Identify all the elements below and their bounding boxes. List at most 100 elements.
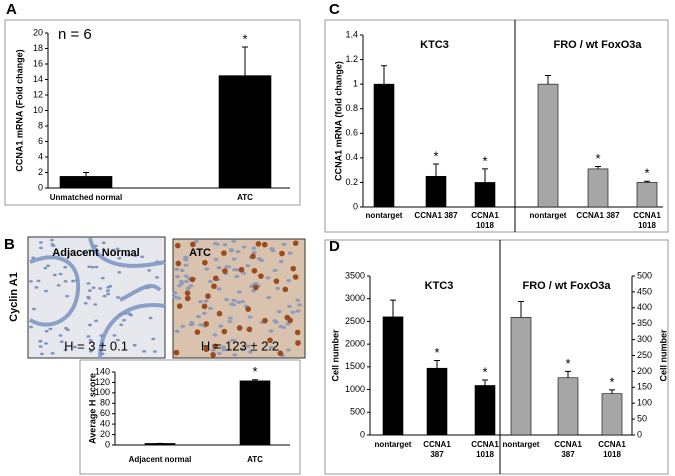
nucleus bbox=[90, 265, 95, 269]
nucleus bbox=[88, 339, 93, 342]
nucleus bbox=[65, 294, 70, 298]
nucleus bbox=[63, 265, 68, 269]
nucleus bbox=[31, 307, 36, 311]
nucleus bbox=[145, 286, 150, 290]
nucleus bbox=[220, 345, 226, 349]
histology-image bbox=[27, 236, 166, 359]
nucleus bbox=[39, 246, 44, 250]
nucleus bbox=[226, 265, 232, 269]
nucleus bbox=[86, 295, 91, 299]
bar bbox=[382, 316, 404, 436]
error-bar bbox=[381, 65, 387, 85]
y-tick-label: 18 bbox=[33, 43, 43, 53]
x-tick-label: CCNA1 1018 bbox=[471, 440, 499, 459]
series-title: KTC3 bbox=[420, 39, 449, 51]
nucleus bbox=[295, 309, 301, 313]
stained-nucleus bbox=[221, 328, 228, 335]
nucleus bbox=[270, 249, 276, 253]
y-tick-label: 4 bbox=[38, 151, 43, 161]
nucleus bbox=[127, 312, 132, 315]
nucleus bbox=[94, 319, 99, 323]
nucleus bbox=[216, 351, 222, 355]
stained-nucleus bbox=[184, 290, 191, 296]
nucleus bbox=[63, 326, 68, 330]
nucleus bbox=[44, 289, 49, 293]
nucleus bbox=[286, 279, 292, 283]
nucleus bbox=[287, 251, 293, 255]
stained-nucleus bbox=[277, 350, 284, 357]
nucleus bbox=[87, 289, 92, 292]
nucleus bbox=[28, 280, 33, 283]
nucleus bbox=[147, 269, 152, 272]
nucleus bbox=[227, 316, 233, 320]
nucleus bbox=[151, 337, 156, 341]
nucleus bbox=[221, 348, 227, 352]
nucleus bbox=[285, 322, 291, 326]
nucleus bbox=[207, 279, 213, 284]
nucleus bbox=[180, 324, 186, 328]
bar bbox=[426, 367, 448, 436]
histology-image bbox=[172, 238, 306, 359]
stained-nucleus bbox=[190, 241, 196, 248]
x-tick-label: CCNA1 387 bbox=[554, 440, 582, 459]
x-tick-label: nontarget bbox=[374, 440, 412, 449]
nucleus bbox=[177, 284, 183, 288]
nucleus bbox=[240, 347, 246, 352]
y-tick-label: 1 bbox=[353, 79, 358, 89]
nucleus bbox=[174, 267, 180, 271]
nucleus bbox=[132, 343, 137, 347]
nucleus bbox=[185, 286, 191, 291]
nucleus bbox=[259, 258, 265, 262]
nucleus bbox=[253, 282, 259, 286]
error-bar bbox=[482, 379, 488, 386]
stained-nucleus bbox=[262, 317, 268, 324]
error-bar bbox=[252, 379, 258, 381]
nucleus bbox=[179, 279, 185, 284]
x-tick-label: CCNA1 387 bbox=[414, 211, 458, 220]
nucleus bbox=[101, 241, 106, 245]
stained-nucleus bbox=[258, 273, 264, 279]
stained-nucleus bbox=[284, 314, 291, 321]
y-tick-label: 16 bbox=[33, 58, 43, 68]
nucleus bbox=[201, 311, 207, 315]
bar bbox=[474, 182, 496, 208]
nucleus bbox=[36, 279, 41, 283]
x-tick-label: CCNA1 1018 bbox=[471, 211, 499, 230]
y-tick-label: 0.2 bbox=[345, 177, 358, 187]
y-tick-label: 3500 bbox=[345, 270, 365, 280]
nucleus bbox=[278, 259, 284, 264]
y2-tick-label: 50 bbox=[637, 413, 647, 423]
y2-tick-label: 350 bbox=[637, 318, 652, 328]
y-tick-label: 0 bbox=[353, 201, 358, 211]
stained-nucleus bbox=[202, 259, 208, 266]
nucleus bbox=[275, 286, 281, 290]
image-caption: H = 3 ± 0.1 bbox=[64, 338, 128, 353]
nucleus bbox=[232, 268, 238, 272]
x-tick-label: Unmatched normal bbox=[49, 193, 123, 202]
nucleus bbox=[245, 264, 251, 268]
stained-nucleus bbox=[245, 306, 251, 312]
error-bar bbox=[83, 172, 89, 177]
nucleus bbox=[58, 334, 63, 337]
image-frame bbox=[172, 238, 306, 359]
nucleus bbox=[196, 315, 202, 319]
y-tick-label: 140 bbox=[95, 366, 110, 376]
significance-mark: * bbox=[252, 364, 257, 379]
error-bar bbox=[518, 300, 524, 318]
significance-mark: * bbox=[595, 151, 600, 166]
nucleus bbox=[93, 244, 98, 248]
nucleus bbox=[239, 300, 245, 304]
nucleus bbox=[232, 353, 238, 357]
y2-tick-label: 250 bbox=[637, 350, 652, 360]
stained-nucleus bbox=[189, 276, 196, 283]
nucleus bbox=[81, 251, 86, 254]
nucleus bbox=[235, 250, 241, 254]
y-tick-label: 120 bbox=[95, 377, 110, 387]
stained-nucleus bbox=[292, 240, 299, 247]
stained-nucleus bbox=[295, 340, 301, 346]
nucleus bbox=[71, 279, 76, 283]
x-tick-label: CCNA1 387 bbox=[423, 440, 451, 459]
nucleus bbox=[231, 239, 237, 244]
image-label: ATC bbox=[189, 247, 211, 259]
nucleus bbox=[207, 306, 213, 310]
